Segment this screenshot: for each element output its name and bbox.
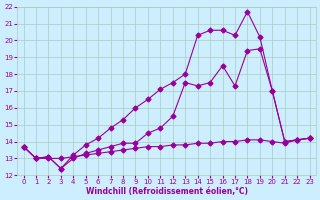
X-axis label: Windchill (Refroidissement éolien,°C): Windchill (Refroidissement éolien,°C) xyxy=(85,187,248,196)
